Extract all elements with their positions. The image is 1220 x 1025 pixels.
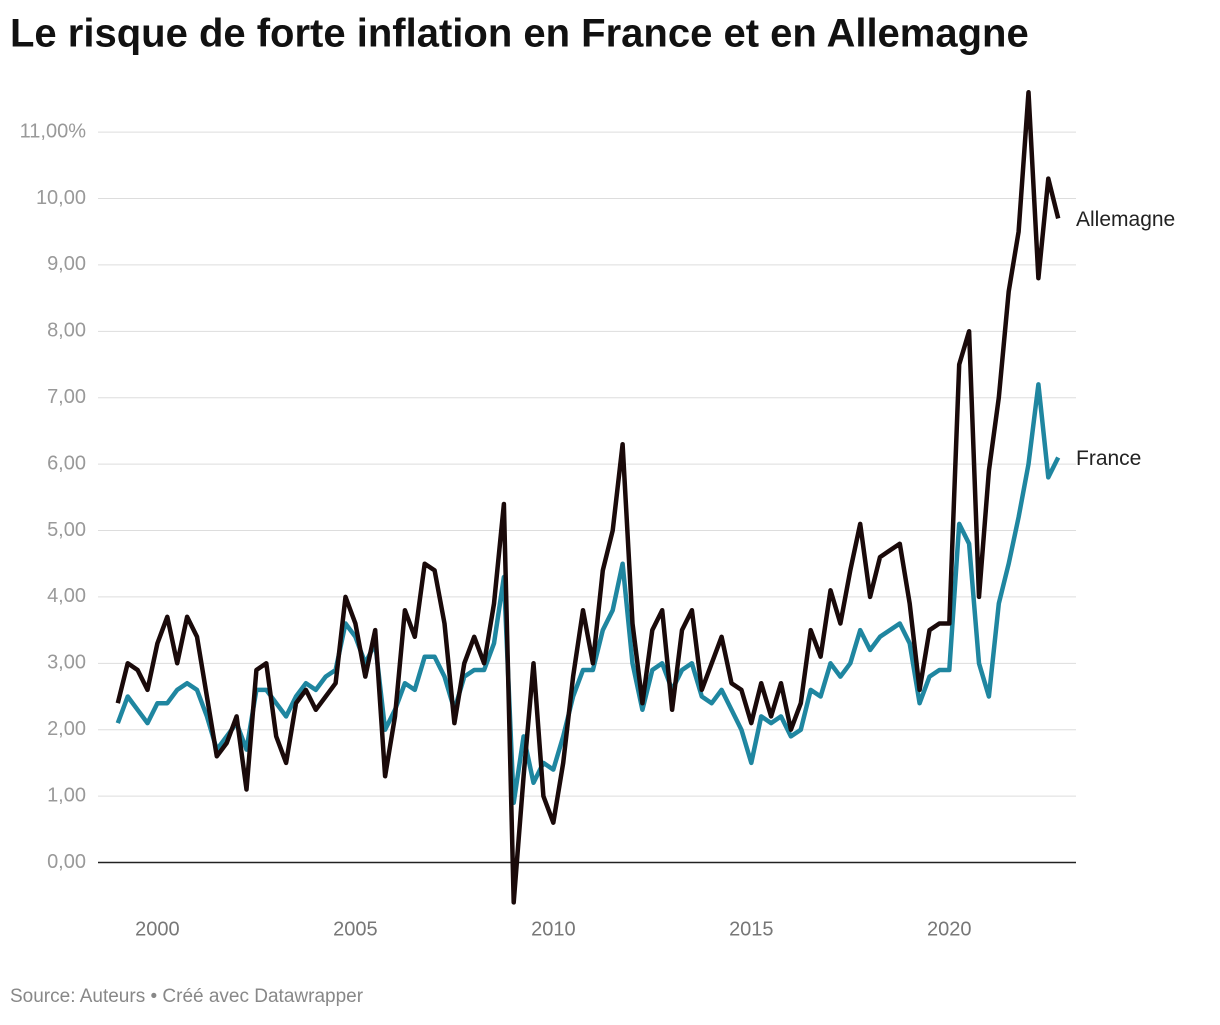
series-line bbox=[115, 382, 1061, 806]
y-tick-label: 5,00 bbox=[47, 519, 86, 541]
x-tick-label: 2015 bbox=[729, 918, 774, 940]
y-tick-label: 7,00 bbox=[47, 386, 86, 408]
x-tick-label: 2020 bbox=[927, 918, 972, 940]
series-label: Allemagne bbox=[1076, 208, 1175, 231]
y-tick-label: 0,00 bbox=[47, 851, 86, 873]
source-note: Source: Auteurs • Créé avec Datawrapper bbox=[10, 986, 364, 1007]
x-tick-label: 2005 bbox=[333, 918, 378, 940]
y-tick-label: 3,00 bbox=[47, 652, 86, 674]
series-label: France bbox=[1076, 447, 1141, 470]
chart-title: Le risque de forte inflation en France e… bbox=[10, 12, 1029, 56]
y-tick-label: 10,00 bbox=[36, 187, 86, 209]
y-tick-label: 1,00 bbox=[47, 784, 86, 806]
y-tick-label: 2,00 bbox=[47, 718, 86, 740]
y-tick-label: 8,00 bbox=[47, 320, 86, 342]
series-line bbox=[115, 90, 1061, 905]
x-tick-label: 2010 bbox=[531, 918, 576, 940]
x-tick-label: 2000 bbox=[135, 918, 180, 940]
y-tick-label: 6,00 bbox=[47, 452, 86, 474]
y-tick-label: 9,00 bbox=[47, 253, 86, 275]
y-tick-label: 4,00 bbox=[47, 585, 86, 607]
y-tick-label: 11,00% bbox=[20, 120, 87, 142]
